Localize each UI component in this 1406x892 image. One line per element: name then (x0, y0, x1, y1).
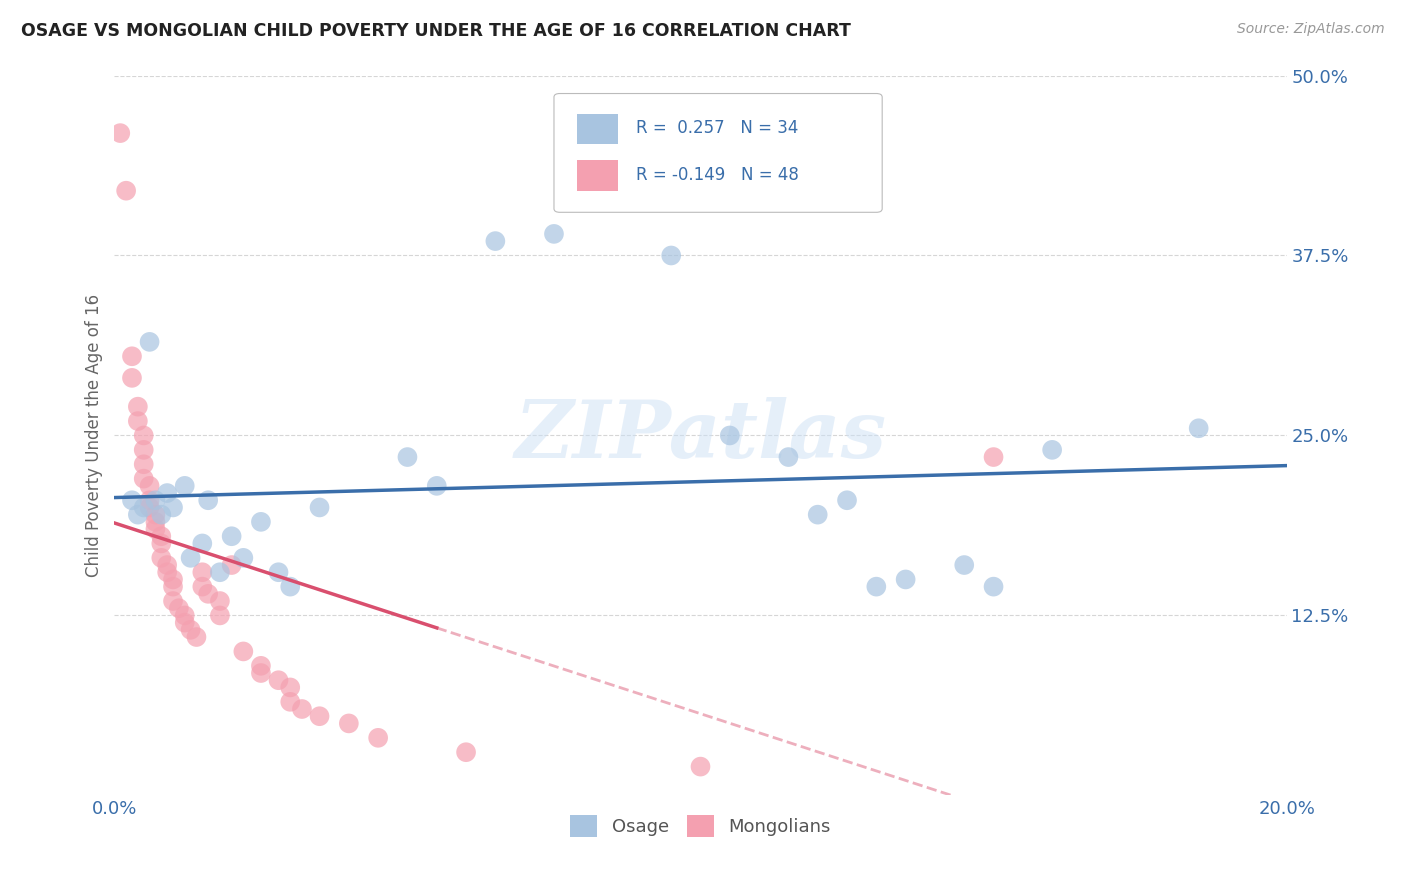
Point (278, 580, 301, 594)
Point (337, 716, 360, 731)
Point (156, 566, 179, 580)
Text: R =  0.257   N = 34: R = 0.257 N = 34 (636, 119, 799, 137)
Point (278, 681, 301, 695)
Point (138, 334, 160, 349)
Point (367, 731, 389, 745)
Point (150, 508, 173, 522)
Point (983, 450, 1005, 464)
Point (132, 457, 155, 471)
Point (127, 400, 149, 414)
Point (191, 566, 214, 580)
Point (221, 558, 243, 572)
Point (145, 493, 167, 508)
Point (221, 529, 243, 543)
Text: OSAGE VS MONGOLIAN CHILD POVERTY UNDER THE AGE OF 16 CORRELATION CHART: OSAGE VS MONGOLIAN CHILD POVERTY UNDER T… (21, 22, 851, 40)
Point (250, 515, 273, 529)
Point (426, 479, 449, 493)
Point (1188, 421, 1211, 435)
Point (232, 644, 254, 658)
Point (173, 615, 195, 630)
Y-axis label: Child Poverty Under the Age of 16: Child Poverty Under the Age of 16 (86, 293, 103, 577)
Point (659, 248, 682, 262)
Point (132, 428, 155, 442)
Point (250, 658, 273, 673)
Point (835, 493, 858, 508)
Point (689, 759, 711, 773)
Point (121, 371, 143, 385)
FancyBboxPatch shape (578, 161, 619, 191)
Point (145, 515, 167, 529)
Point (278, 695, 301, 709)
FancyBboxPatch shape (554, 94, 882, 212)
Point (543, 227, 565, 241)
Point (110, 126, 132, 140)
Point (132, 500, 155, 515)
Point (250, 666, 273, 681)
Point (162, 594, 184, 608)
Point (983, 580, 1005, 594)
Point (953, 558, 976, 572)
Point (132, 442, 155, 457)
Text: Source: ZipAtlas.com: Source: ZipAtlas.com (1237, 22, 1385, 37)
Point (138, 493, 160, 508)
Point (145, 522, 167, 536)
Text: ZIPatlas: ZIPatlas (515, 397, 887, 475)
Point (208, 594, 231, 608)
Point (718, 428, 741, 442)
Point (865, 580, 887, 594)
Point (167, 601, 190, 615)
Point (208, 608, 231, 623)
Point (138, 500, 160, 515)
Point (191, 536, 214, 550)
Point (127, 414, 149, 428)
Point (1040, 442, 1063, 457)
Point (197, 587, 219, 601)
Point (232, 550, 254, 565)
Point (121, 349, 143, 363)
Point (191, 580, 214, 594)
Point (454, 745, 477, 759)
Point (162, 500, 184, 515)
Point (173, 608, 195, 623)
Point (197, 493, 219, 508)
Point (162, 580, 184, 594)
Point (186, 630, 208, 644)
Point (484, 234, 506, 248)
Point (180, 623, 202, 637)
Point (150, 529, 173, 543)
Legend: Osage, Mongolians: Osage, Mongolians (562, 807, 838, 844)
Point (778, 450, 800, 464)
FancyBboxPatch shape (578, 113, 619, 144)
Point (150, 550, 173, 565)
Point (156, 558, 179, 572)
Point (150, 536, 173, 550)
Point (396, 450, 419, 464)
Point (145, 508, 167, 522)
Point (156, 486, 179, 500)
Point (208, 566, 231, 580)
Point (807, 508, 830, 522)
Point (308, 709, 330, 723)
Point (267, 566, 290, 580)
Point (115, 184, 138, 198)
Point (267, 673, 290, 688)
Point (894, 573, 917, 587)
Point (121, 493, 143, 508)
Text: R = -0.149   N = 48: R = -0.149 N = 48 (636, 166, 799, 184)
Point (127, 508, 149, 522)
Point (132, 472, 155, 486)
Point (180, 550, 202, 565)
Point (291, 702, 314, 716)
Point (308, 500, 330, 515)
Point (173, 479, 195, 493)
Point (138, 479, 160, 493)
Point (162, 573, 184, 587)
